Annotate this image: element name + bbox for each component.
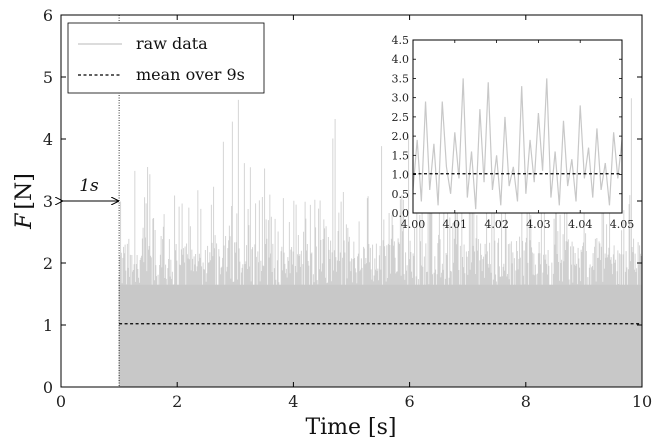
inset-plot-data xyxy=(412,78,623,210)
x-axis-label: Time [s] xyxy=(305,415,396,440)
main-ticks: 0 2 4 6 8 10 0 1 2 3 4 5 6 xyxy=(43,6,652,411)
x-tick-label: 4 xyxy=(288,392,298,411)
inset-y-tick-label: 0.5 xyxy=(392,188,410,201)
duration-arrow-label: 1s xyxy=(79,176,99,196)
inset-y-tick-label: 1.5 xyxy=(392,149,410,162)
inset-background xyxy=(413,40,622,213)
inset-x-tick-label: 4.03 xyxy=(526,218,551,231)
x-tick-label: 10 xyxy=(632,392,652,411)
y-tick-label: 1 xyxy=(43,316,53,335)
inset-y-tick-label: 3.5 xyxy=(392,72,410,85)
inset-x-tick-label: 4.04 xyxy=(568,218,593,231)
x-tick-label: 8 xyxy=(521,392,531,411)
inset-x-tick-label: 4.02 xyxy=(484,218,509,231)
inset-y-tick-label: 2.0 xyxy=(392,130,410,143)
y-tick-label: 5 xyxy=(43,68,53,87)
inset-x-tick-label: 4.00 xyxy=(401,218,426,231)
y-tick-label: 4 xyxy=(43,130,53,149)
inset-chart: 4.00 4.01 4.02 4.03 4.04 4.05 0.0 0.5 1.0 1.5 2.0 2… xyxy=(392,34,635,231)
raw-data-series xyxy=(118,98,643,387)
inset-x-tick-label: 4.01 xyxy=(443,218,468,231)
legend-label-raw: raw data xyxy=(136,34,208,53)
legend-label-mean: mean over 9s xyxy=(136,65,245,84)
y-tick-label: 6 xyxy=(43,6,53,25)
main-plot-data xyxy=(118,15,643,387)
inset-frame xyxy=(412,39,623,214)
legend: raw data mean over 9s xyxy=(67,22,265,94)
x-tick-label: 6 xyxy=(405,392,415,411)
x-tick-label: 0 xyxy=(56,392,66,411)
inset-y-tick-label: 2.5 xyxy=(392,111,410,124)
inset-y-tick-label: 4.0 xyxy=(392,53,410,66)
y-tick-label: 2 xyxy=(43,254,53,273)
x-tick-label: 2 xyxy=(172,392,182,411)
inset-ticks: 4.00 4.01 4.02 4.03 4.04 4.05 0.0 0.5 1.0 1.5 2.0 2… xyxy=(392,34,635,231)
y-axis-label: F [N] xyxy=(12,173,37,230)
inset-raw-series xyxy=(412,78,623,210)
y-tick-label: 3 xyxy=(43,192,53,211)
y-axis-label-var: F xyxy=(12,213,37,230)
inset-x-tick-label: 4.05 xyxy=(610,218,635,231)
inset-y-tick-label: 1.0 xyxy=(392,169,410,182)
y-axis-label-unit: [N] xyxy=(12,173,37,209)
inset-y-tick-label: 0.0 xyxy=(392,207,410,220)
inset-y-tick-label: 4.5 xyxy=(392,34,410,47)
legend-box xyxy=(67,22,265,94)
y-tick-label: 0 xyxy=(43,378,53,397)
inset-y-tick-label: 3.0 xyxy=(392,92,410,105)
